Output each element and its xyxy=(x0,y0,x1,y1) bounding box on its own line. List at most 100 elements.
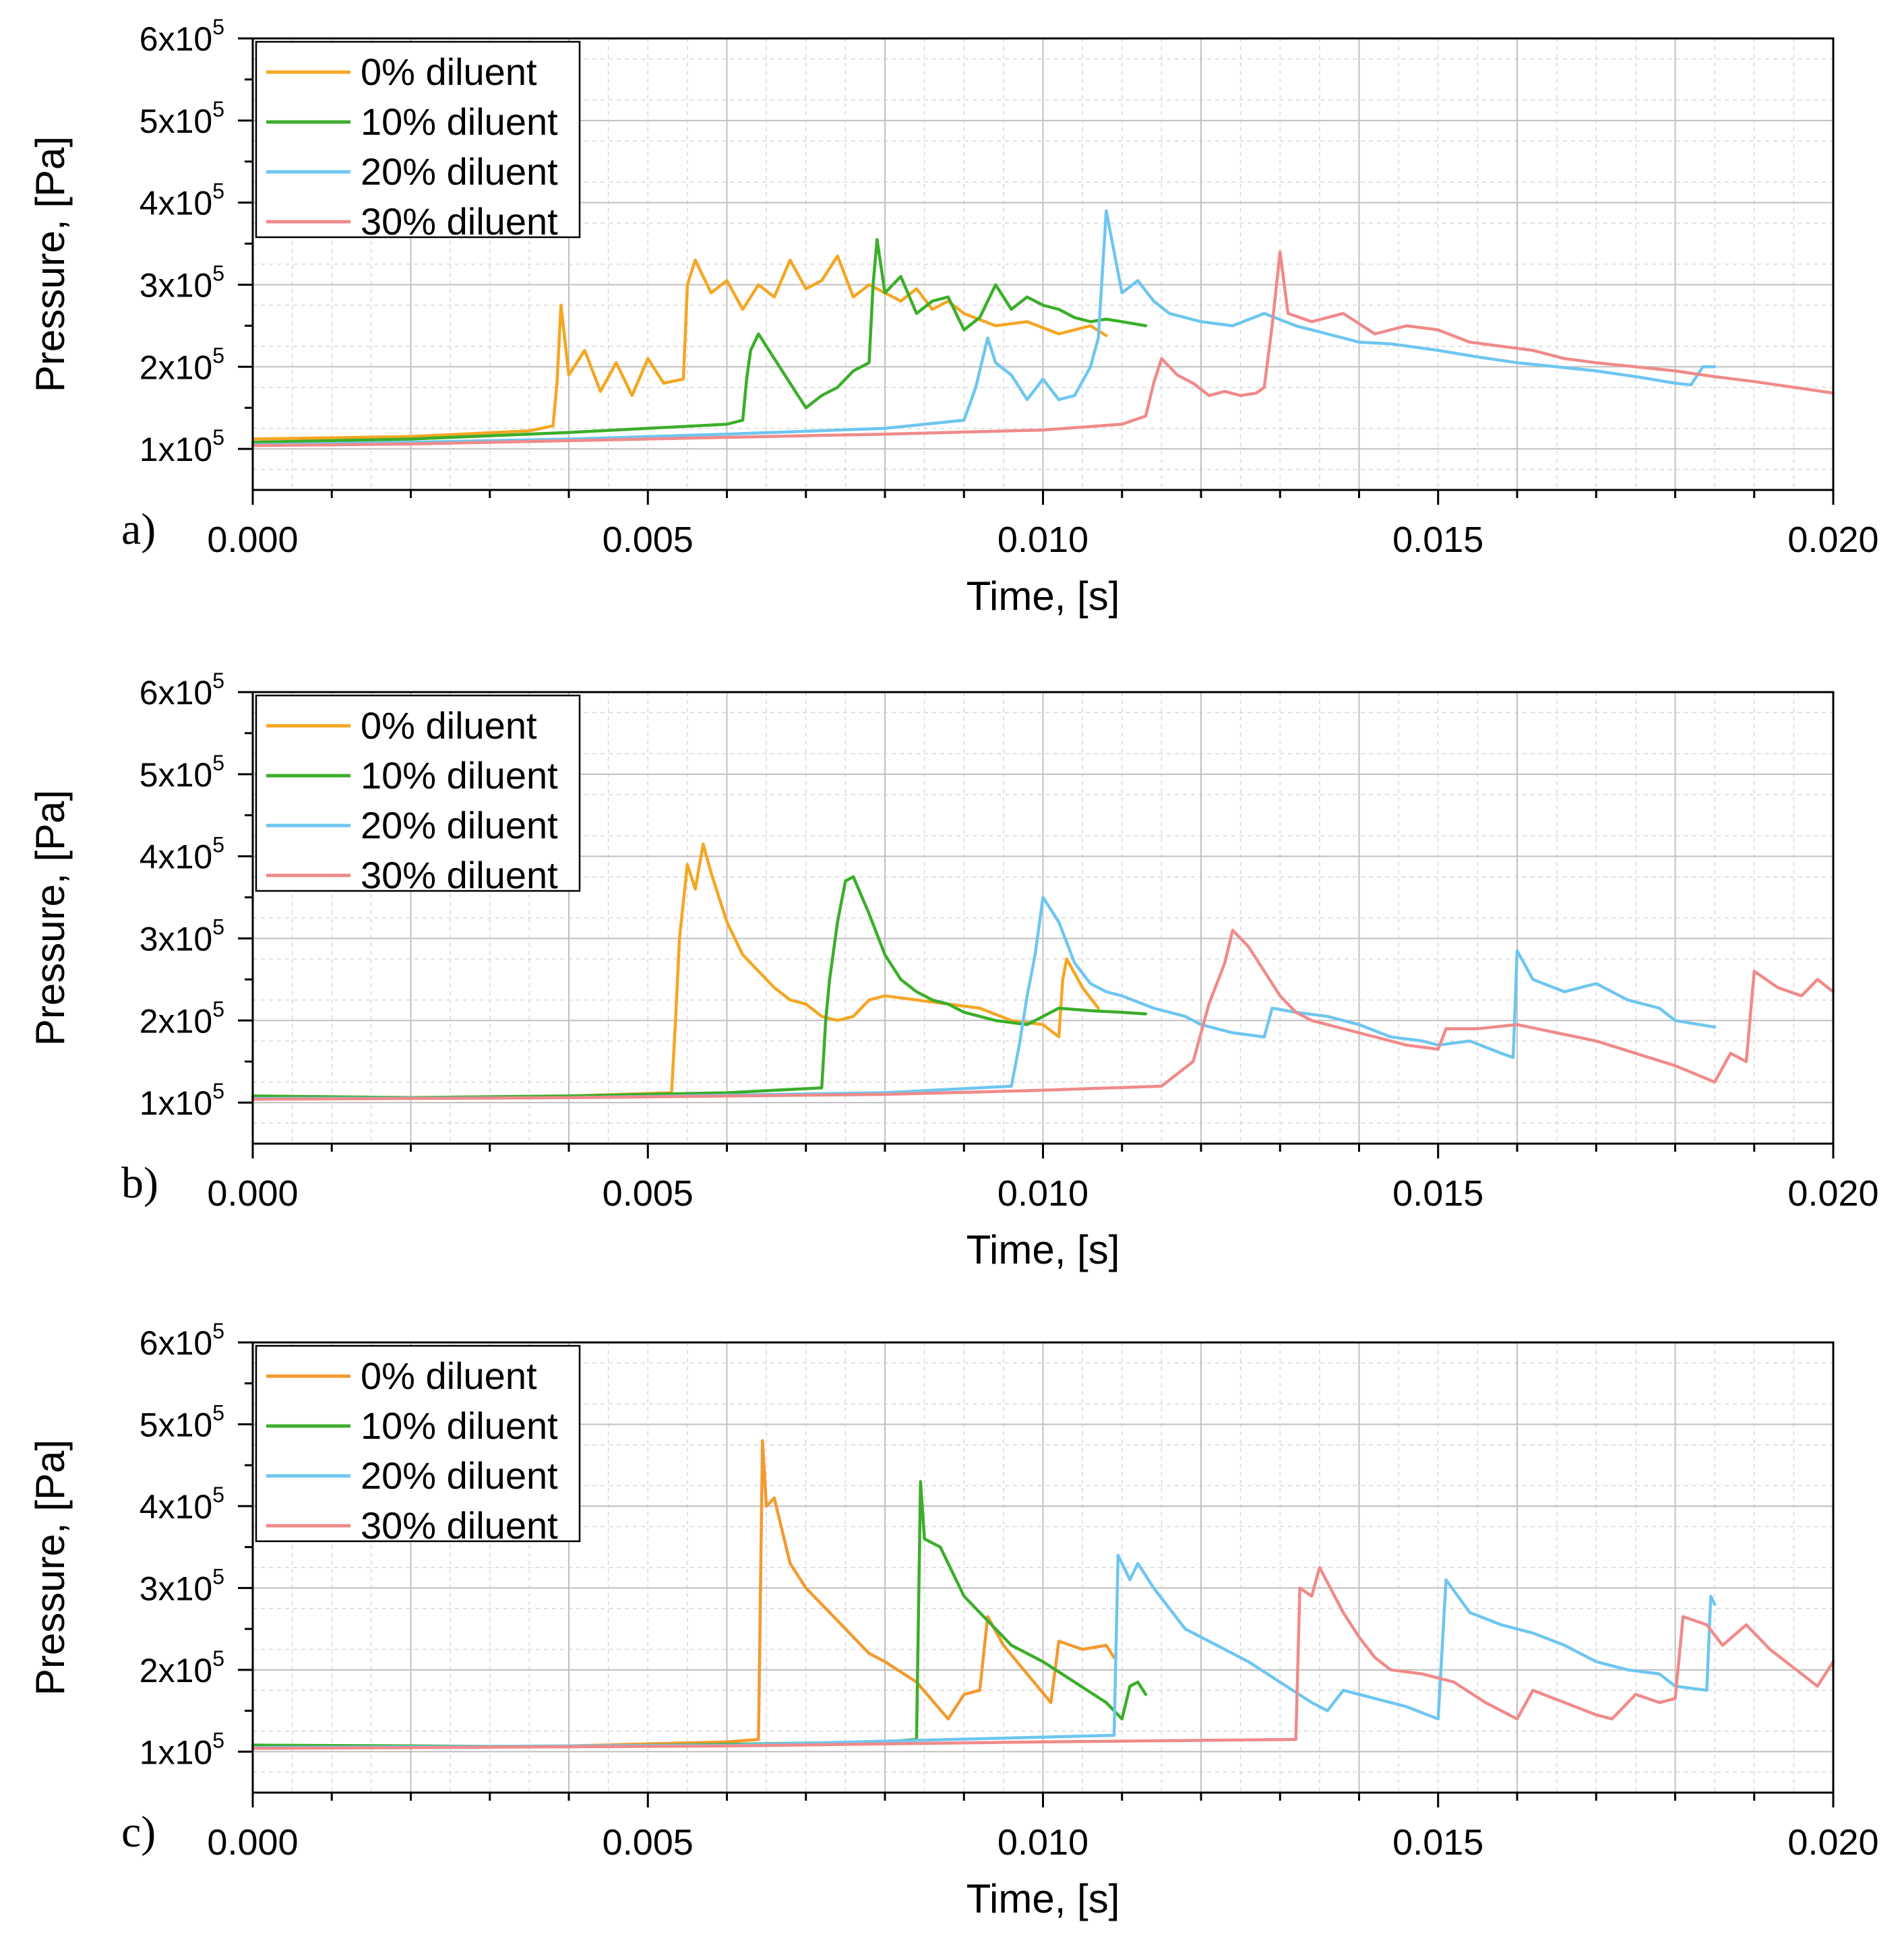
y-tick-mantissa: 3x10 xyxy=(140,1570,212,1607)
panel-2-y-axis-title: Pressure, [Pa] xyxy=(28,790,73,1046)
y-tick-exponent: 5 xyxy=(212,343,224,367)
y-tick-exponent: 5 xyxy=(212,1400,224,1425)
panel-1-legend-label-0: 0% diluent xyxy=(361,51,537,93)
panel-2-legend-label-3: 30% diluent xyxy=(361,854,558,896)
panel-3-legend-label-2: 20% diluent xyxy=(361,1454,558,1497)
panel-3-series-line-0 xyxy=(251,1439,1116,1749)
panel-2-series-line-1 xyxy=(251,875,1148,1100)
y-tick-mantissa: 3x10 xyxy=(140,266,212,304)
panel-3-x-tick-label: 0.005 xyxy=(603,1822,694,1863)
panel-3-y-tick-label: 1x105 xyxy=(140,1728,224,1771)
panel-1-x-tick-label: 0.010 xyxy=(997,520,1088,560)
panel-1-series-line-2 xyxy=(251,209,1717,447)
panel-3-minor-grid xyxy=(253,1342,1833,1793)
panel-2-y-tick-label: 2x105 xyxy=(140,997,224,1040)
panel-3-y-axis-title: Pressure, [Pa] xyxy=(28,1439,73,1696)
y-tick-exponent: 5 xyxy=(212,751,224,775)
y-tick-mantissa: 6x10 xyxy=(140,20,212,58)
panel-2-legend-label-2: 20% diluent xyxy=(361,804,558,846)
panel-3-y-tick-label: 2x105 xyxy=(140,1646,224,1690)
panel-3-legend: 0% diluent 10% diluent 20% diluent 30% dilu… xyxy=(255,1344,581,1547)
panel-1-y-tick-label: 6x105 xyxy=(140,15,224,58)
panel-3-y-tick-label: 6x105 xyxy=(140,1319,224,1362)
panel-2-x-tick-label: 0.005 xyxy=(603,1173,694,1214)
y-tick-exponent: 5 xyxy=(212,1728,224,1752)
y-tick-exponent: 5 xyxy=(212,997,224,1021)
panel-1-x-tick-label: 0.000 xyxy=(207,520,298,560)
y-tick-exponent: 5 xyxy=(212,261,224,285)
panel-2-label: b) xyxy=(121,1158,158,1208)
panel-2-series-line-2 xyxy=(251,896,1717,1100)
y-tick-mantissa: 2x10 xyxy=(140,1002,212,1040)
panel-3-x-axis: 0.000 0.005 0.010 0.015 0.020 Time, [s] xyxy=(207,1793,1879,1921)
panel-2-series-line-0 xyxy=(251,842,1100,1100)
panel-1-x-tick-label: 0.020 xyxy=(1787,520,1878,560)
panel-2-y-tick-label: 6x105 xyxy=(140,669,224,712)
panel-1-y-axis-title: Pressure, [Pa] xyxy=(28,136,73,392)
panel-1-legend-label-3: 30% diluent xyxy=(361,200,558,243)
panel-3-x-tick-label: 0.020 xyxy=(1787,1822,1878,1863)
y-tick-mantissa: 3x10 xyxy=(140,920,212,958)
panel-2-x-axis-title: Time, [s] xyxy=(966,1227,1120,1272)
y-tick-mantissa: 1x10 xyxy=(140,1084,212,1122)
panel-2-x-axis: 0.000 0.005 0.010 0.015 0.020 Time, [s] xyxy=(207,1144,1879,1272)
y-tick-exponent: 5 xyxy=(212,15,224,39)
panel-1-series-line-3 xyxy=(251,250,1835,447)
panel-1-series-line-1 xyxy=(251,238,1148,444)
panel-1-x-tick-label: 0.015 xyxy=(1392,520,1483,560)
y-tick-mantissa: 2x10 xyxy=(140,1652,212,1690)
panel-1-legend: 0% diluent 10% diluent 20% diluent 30% dilu… xyxy=(255,40,581,243)
panel-1-legend-label-2: 20% diluent xyxy=(361,150,558,193)
panel-3-y-tick-label: 5x105 xyxy=(140,1400,224,1444)
y-tick-exponent: 5 xyxy=(212,1319,224,1343)
y-tick-exponent: 5 xyxy=(212,833,224,857)
panel-3-x-axis-title: Time, [s] xyxy=(966,1876,1120,1921)
y-tick-exponent: 5 xyxy=(212,914,224,939)
panel-1-x-tick-label: 0.005 xyxy=(603,520,694,560)
y-tick-exponent: 5 xyxy=(212,1483,224,1507)
panel-2-legend-label-1: 10% diluent xyxy=(361,754,558,797)
panel-3-y-tick-label: 3x105 xyxy=(140,1564,224,1607)
panel-3-legend-label-1: 10% diluent xyxy=(361,1404,558,1447)
y-tick-exponent: 5 xyxy=(212,179,224,204)
y-tick-exponent: 5 xyxy=(212,1079,224,1103)
panel-2-legend-label-0: 0% diluent xyxy=(361,704,537,747)
y-tick-exponent: 5 xyxy=(212,669,224,693)
y-tick-mantissa: 5x10 xyxy=(140,102,212,140)
y-tick-exponent: 5 xyxy=(212,425,224,450)
panel-1-y-tick-label: 4x105 xyxy=(140,179,224,222)
panel-1-label: a) xyxy=(121,505,156,554)
panel-2-y-axis: 1x1052x1053x1054x1055x1056x105Pressure, … xyxy=(28,669,253,1122)
y-tick-mantissa: 4x10 xyxy=(140,185,212,222)
y-tick-exponent: 5 xyxy=(212,1564,224,1588)
panel-1-y-tick-label: 1x105 xyxy=(140,425,224,468)
panel-2-y-tick-label: 5x105 xyxy=(140,751,224,794)
y-tick-exponent: 5 xyxy=(212,97,224,121)
panel-1-legend-box xyxy=(255,40,581,239)
panel-3-y-axis: 1x1052x1053x1054x1055x1056x105Pressure, … xyxy=(28,1319,253,1771)
panel-3-x-tick-label: 0.010 xyxy=(997,1822,1088,1863)
panel-3-series-line-3 xyxy=(251,1566,1835,1750)
panel-1-y-tick-label: 3x105 xyxy=(140,261,224,304)
panel-1-legend-label-1: 10% diluent xyxy=(361,100,558,143)
y-tick-mantissa: 6x10 xyxy=(140,1324,212,1362)
panel-1-y-axis: 1x1052x1053x1054x1055x1056x105Pressure, … xyxy=(28,15,253,468)
y-tick-mantissa: 5x10 xyxy=(140,1406,212,1444)
panel-2-x-tick-label: 0.015 xyxy=(1392,1173,1483,1214)
y-tick-mantissa: 1x10 xyxy=(140,1733,212,1771)
panel-3-label: c) xyxy=(121,1807,156,1857)
panel-2-legend-box xyxy=(255,694,581,892)
y-tick-exponent: 5 xyxy=(212,1646,224,1671)
panel-1-x-axis-title: Time, [s] xyxy=(966,574,1120,619)
y-tick-mantissa: 1x10 xyxy=(140,431,212,468)
panel-2-y-tick-label: 4x105 xyxy=(140,833,224,876)
panel-1-series-line-0 xyxy=(251,254,1108,441)
y-tick-mantissa: 2x10 xyxy=(140,348,212,386)
panel-3-legend-box xyxy=(255,1344,581,1543)
panel-3-series-line-2 xyxy=(251,1553,1717,1749)
panel-3-x-tick-label: 0.015 xyxy=(1392,1822,1483,1863)
panel-2-series-line-3 xyxy=(251,929,1835,1101)
